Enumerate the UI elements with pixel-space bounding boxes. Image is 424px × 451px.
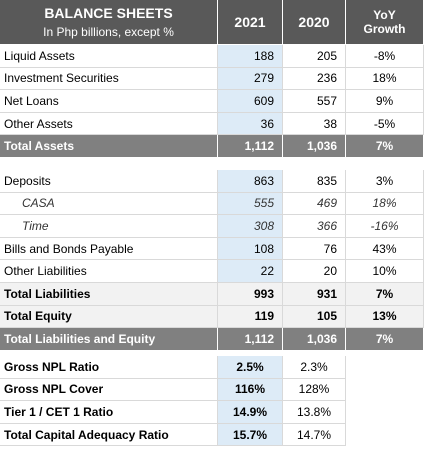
value-cell: 7% <box>346 135 424 158</box>
row-label: Deposits <box>0 170 218 193</box>
row-label: Bills and Bonds Payable <box>0 237 218 261</box>
row-label: Total Liabilities <box>0 283 218 306</box>
value-cell: 931 <box>283 283 346 306</box>
value-cell: 279 <box>218 67 283 91</box>
column-header: 2020 <box>283 0 346 45</box>
value-cell: 20 <box>283 260 346 283</box>
value-cell: 366 <box>283 215 346 238</box>
row-label: Total Equity <box>0 305 218 329</box>
row-label: Tier 1 / CET 1 Ratio <box>0 401 218 424</box>
value-cell: 1,112 <box>218 328 283 351</box>
value-cell: 7% <box>346 328 424 351</box>
value-cell: 36 <box>218 112 283 136</box>
row-label: Net Loans <box>0 90 218 113</box>
value-cell: 2.3% <box>283 356 346 379</box>
row-label: Gross NPL Ratio <box>0 356 218 379</box>
value-cell: 119 <box>218 305 283 329</box>
row-label: Total Liabilities and Equity <box>0 328 218 351</box>
row-label: Gross NPL Cover <box>0 378 218 402</box>
value-cell: 18% <box>346 192 424 216</box>
table-subtitle: In Php billions, except % <box>43 25 174 39</box>
value-cell: 3% <box>346 170 424 193</box>
value-cell: 108 <box>218 237 283 261</box>
value-cell: 188 <box>218 45 283 68</box>
value-cell: -16% <box>346 215 424 238</box>
column-header: 2021 <box>218 0 283 45</box>
value-cell: 1,036 <box>283 328 346 351</box>
value-cell: 43% <box>346 237 424 261</box>
value-cell: 236 <box>283 67 346 91</box>
value-cell: 2.5% <box>218 356 283 379</box>
value-cell: 469 <box>283 192 346 216</box>
value-cell: -8% <box>346 45 424 68</box>
value-cell: 105 <box>283 305 346 329</box>
value-cell: 993 <box>218 283 283 306</box>
row-label: CASA <box>0 192 218 216</box>
value-cell: 1,112 <box>218 135 283 158</box>
value-cell: 14.9% <box>218 401 283 424</box>
row-label: Time <box>0 215 218 238</box>
value-cell: -5% <box>346 112 424 136</box>
row-label: Other Liabilities <box>0 260 218 283</box>
row-label: Total Capital Adequacy Ratio <box>0 423 218 447</box>
header-title-cell: BALANCE SHEETS In Php billions, except % <box>0 0 218 45</box>
value-cell: 7% <box>346 283 424 306</box>
row-label: Total Assets <box>0 135 218 158</box>
value-cell: 1,036 <box>283 135 346 158</box>
value-cell: 609 <box>218 90 283 113</box>
row-label: Liquid Assets <box>0 45 218 68</box>
value-cell: 10% <box>346 260 424 283</box>
value-cell: 116% <box>218 378 283 402</box>
value-cell: 22 <box>218 260 283 283</box>
value-cell: 15.7% <box>218 423 283 447</box>
value-cell: 18% <box>346 67 424 91</box>
value-cell: 14.7% <box>283 423 346 447</box>
column-header: YoY Growth <box>346 0 424 45</box>
value-cell: 13.8% <box>283 401 346 424</box>
value-cell: 38 <box>283 112 346 136</box>
value-cell: 128% <box>283 378 346 402</box>
value-cell: 205 <box>283 45 346 68</box>
row-label: Other Assets <box>0 112 218 136</box>
value-cell: 76 <box>283 237 346 261</box>
value-cell: 557 <box>283 90 346 113</box>
value-cell: 835 <box>283 170 346 193</box>
value-cell: 13% <box>346 305 424 329</box>
value-cell: 308 <box>218 215 283 238</box>
row-label: Investment Securities <box>0 67 218 91</box>
value-cell: 555 <box>218 192 283 216</box>
table-title: BALANCE SHEETS <box>44 5 173 21</box>
value-cell: 9% <box>346 90 424 113</box>
value-cell: 863 <box>218 170 283 193</box>
